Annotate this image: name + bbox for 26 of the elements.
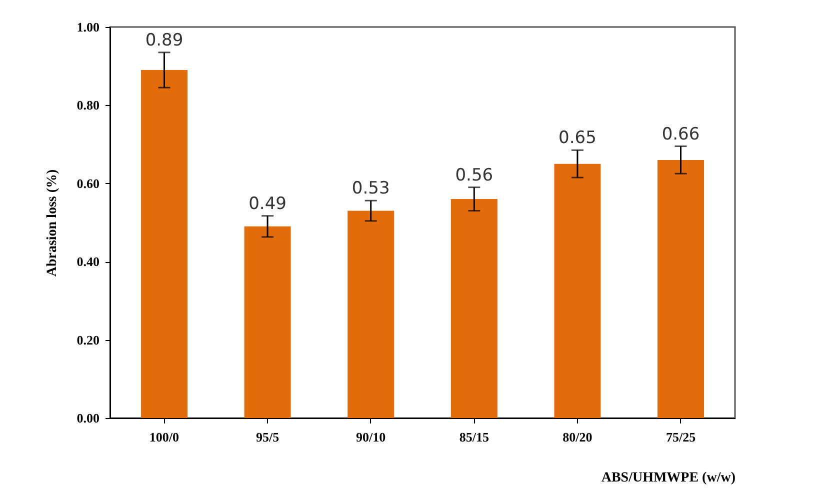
x-axis-title: ABS/UHMWPE (w/w) xyxy=(601,470,736,486)
x-tick-label: 90/10 xyxy=(356,430,386,444)
y-tick-label: 0.40 xyxy=(76,254,100,270)
x-tick-label: 95/5 xyxy=(256,430,280,444)
data-label: 0.65 xyxy=(558,128,596,148)
x-tick-label: 100/0 xyxy=(149,430,180,444)
data-label: 0.89 xyxy=(145,30,184,50)
data-label: 0.53 xyxy=(352,178,390,199)
x-tick-label: 80/20 xyxy=(562,430,592,444)
x-tick-label: 85/15 xyxy=(459,430,490,444)
bar xyxy=(554,164,601,418)
bar xyxy=(450,199,498,418)
data-label: 0.66 xyxy=(662,124,700,144)
bar xyxy=(244,226,291,418)
y-tick-label: 0.00 xyxy=(76,410,100,426)
y-tick-label: 0.20 xyxy=(76,332,100,348)
y-tick-label: 1.00 xyxy=(76,20,100,34)
x-tick-label: 75/25 xyxy=(666,430,696,444)
bar xyxy=(348,210,394,418)
bar xyxy=(658,160,704,418)
bar xyxy=(140,70,188,418)
data-label: 0.56 xyxy=(455,165,494,186)
data-label: 0.49 xyxy=(248,194,286,214)
y-axis-title: Abrasion loss (%) xyxy=(44,168,60,277)
y-tick-label: 0.80 xyxy=(76,98,100,113)
y-tick-label: 0.60 xyxy=(76,176,100,191)
